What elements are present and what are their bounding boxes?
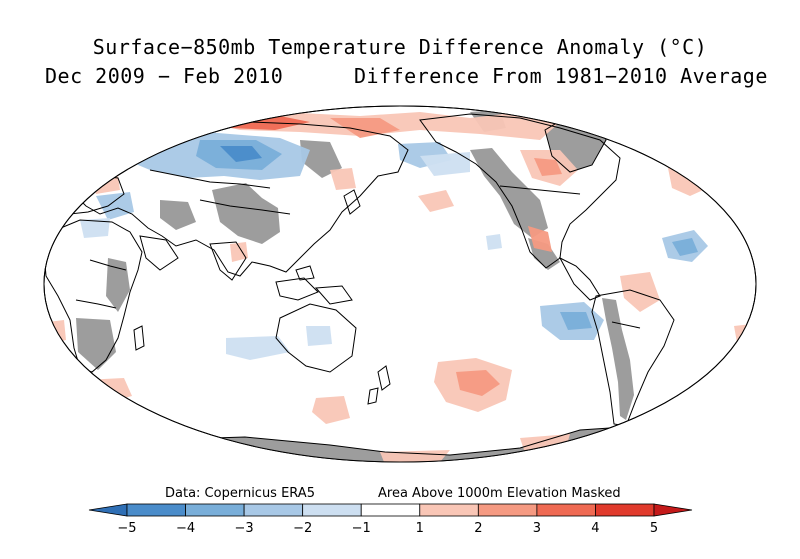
colorbar-segment [243,503,304,517]
southwest-atlantic-warm [84,378,132,404]
east-pacific-cold-core [560,312,592,330]
colorbar-tick-label: −1 [351,521,371,536]
central-pacific-cold [486,234,502,250]
south-atlantic-warm [696,386,730,404]
colorbar-segment [126,503,186,517]
andes-masked [602,298,634,420]
colorbar-tick-label: 4 [591,521,600,536]
rockies-masked [470,148,548,238]
indian-ocean-cold [226,336,290,360]
colorbar-segment [185,503,245,517]
colorbar-tick-label: −5 [117,521,137,536]
australia-cold [306,326,332,346]
period-label: Dec 2009 − Feb 2010 [45,64,284,88]
globe-border [43,105,757,463]
asia-highlands-masked [300,140,342,178]
colorbar-segment [419,503,479,517]
mexico-warm [528,226,552,252]
north-pacific-cold-light [420,152,470,176]
south-pacific-warm-core [456,370,500,396]
data-credit: Data: Copernicus ERA5 [165,486,315,501]
colorbar-segment [536,503,596,517]
colorbar [88,503,693,517]
colorbar-segment [477,503,538,517]
colorbar-segment [302,503,362,517]
iran-masked [160,200,196,230]
mask-note: Area Above 1000m Elevation Masked [378,486,621,501]
colorbar-segment [360,503,421,517]
colorbar-arrow-low [88,503,128,517]
atlantic-cold-core [672,238,698,256]
reference-label: Difference From 1981−2010 Average [354,64,768,88]
map-title: Surface−850mb Temperature Difference Ano… [92,35,708,59]
canada-warm-core [534,158,562,176]
south-america-warm [620,272,660,312]
tibet-masked [212,183,280,244]
colorbar-tick-label: 3 [532,521,542,536]
east-asia-warm [330,168,356,190]
colorbar-tick-label: 1 [415,521,424,536]
colorbar-arrow-high [653,503,693,517]
colorbar-tick-label: −2 [293,521,313,536]
india-warm [230,242,248,262]
colorbar-tick-label: 2 [474,521,483,536]
siberia-warm [330,118,400,138]
far-east-warm [734,324,754,348]
east-africa-masked [106,258,130,312]
siberia-cold-deep [220,146,262,162]
colorbar-tick-label: −3 [234,521,254,536]
colorbar-tick-label: −4 [175,521,196,536]
north-pacific-warm [418,190,454,212]
europe-cold-light [80,218,110,238]
south-africa-masked [76,318,116,370]
colorbar-segment [595,503,655,517]
europe-cold [96,192,134,220]
south-indian-warm [312,396,350,424]
colorbar-tick-label: 5 [649,521,659,536]
